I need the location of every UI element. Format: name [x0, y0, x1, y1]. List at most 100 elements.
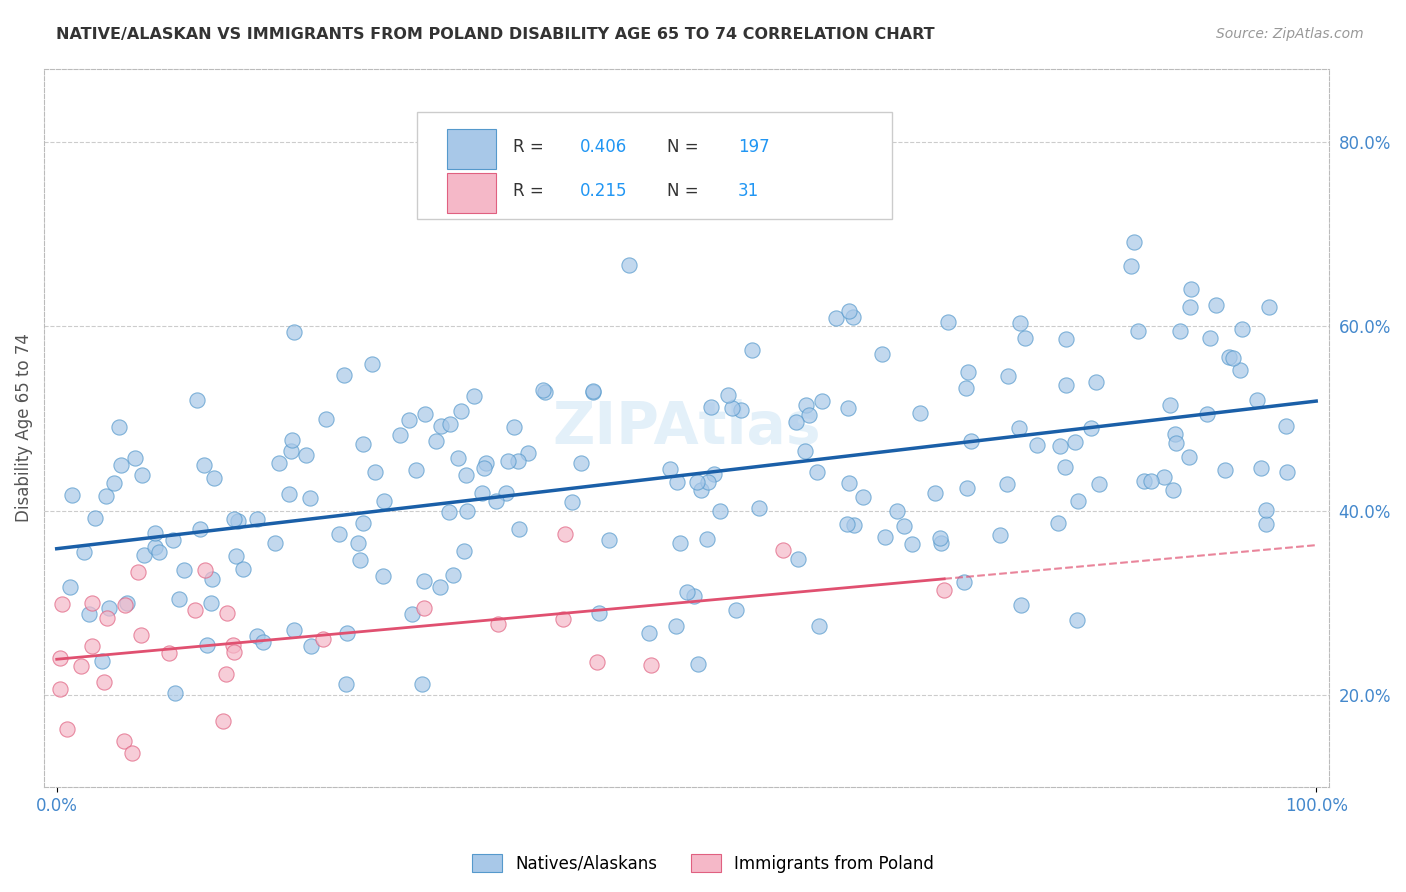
Point	[283, 623, 305, 637]
Point	[700, 400, 723, 414]
Point	[83, 511, 105, 525]
Point	[217, 606, 239, 620]
Point	[193, 458, 215, 473]
Point	[201, 572, 224, 586]
Point	[665, 619, 688, 633]
Point	[685, 475, 707, 489]
Point	[960, 434, 983, 448]
Point	[1213, 463, 1236, 477]
Legend: Natives/Alaskans, Immigrants from Poland: Natives/Alaskans, Immigrants from Poland	[465, 847, 941, 880]
Point	[1178, 300, 1201, 314]
Point	[486, 617, 509, 632]
Point	[222, 511, 245, 525]
Point	[1195, 407, 1218, 421]
Point	[263, 536, 285, 550]
Point	[1053, 460, 1076, 475]
Point	[1054, 377, 1077, 392]
Point	[1232, 322, 1254, 336]
Point	[115, 596, 138, 610]
Point	[1063, 435, 1085, 450]
FancyBboxPatch shape	[447, 173, 496, 212]
Point	[145, 540, 167, 554]
Point	[475, 456, 498, 470]
Point	[349, 552, 371, 566]
Point	[186, 393, 208, 408]
Point	[226, 514, 249, 528]
Point	[1014, 331, 1036, 345]
Point	[55, 723, 77, 737]
Point	[886, 504, 908, 518]
Point	[936, 315, 959, 329]
Point	[1122, 235, 1144, 249]
Point	[49, 681, 72, 696]
Point	[1180, 282, 1202, 296]
Point	[388, 428, 411, 442]
Point	[586, 655, 609, 669]
Point	[472, 461, 495, 475]
Point	[277, 487, 299, 501]
Point	[688, 657, 710, 671]
Point	[957, 365, 980, 379]
Point	[195, 639, 218, 653]
Point	[1254, 503, 1277, 517]
Point	[1067, 493, 1090, 508]
Point	[1080, 421, 1102, 435]
Point	[1222, 351, 1244, 366]
Point	[554, 527, 576, 541]
Point	[121, 746, 143, 760]
Point	[456, 467, 478, 482]
Point	[696, 533, 718, 547]
Point	[463, 389, 485, 403]
Point	[252, 635, 274, 649]
Point	[1119, 259, 1142, 273]
Text: 0.215: 0.215	[579, 182, 627, 200]
Point	[703, 467, 725, 481]
Text: NATIVE/ALASKAN VS IMMIGRANTS FROM POLAND DISABILITY AGE 65 TO 74 CORRELATION CHA: NATIVE/ALASKAN VS IMMIGRANTS FROM POLAND…	[56, 27, 935, 42]
Y-axis label: Disability Age 65 to 74: Disability Age 65 to 74	[15, 334, 32, 522]
Point	[485, 494, 508, 508]
Point	[429, 581, 451, 595]
Point	[793, 444, 815, 458]
Point	[709, 504, 731, 518]
Point	[837, 517, 859, 532]
Point	[371, 569, 394, 583]
Point	[934, 583, 956, 598]
Point	[496, 454, 519, 468]
Point	[531, 383, 554, 397]
Point	[955, 381, 977, 395]
Point	[328, 527, 350, 541]
Point	[200, 596, 222, 610]
Point	[1047, 516, 1070, 530]
Point	[188, 522, 211, 536]
Point	[1257, 300, 1279, 314]
Point	[1178, 450, 1201, 465]
Point	[437, 505, 460, 519]
Point	[453, 544, 475, 558]
FancyBboxPatch shape	[416, 112, 891, 219]
Point	[80, 596, 103, 610]
Point	[283, 325, 305, 339]
Point	[1161, 483, 1184, 497]
Point	[298, 491, 321, 505]
Point	[1084, 375, 1107, 389]
FancyBboxPatch shape	[447, 129, 496, 169]
Point	[411, 677, 433, 691]
Point	[143, 526, 166, 541]
Point	[1054, 332, 1077, 346]
Point	[129, 628, 152, 642]
Point	[508, 522, 530, 536]
Point	[806, 465, 828, 479]
Point	[669, 535, 692, 549]
Point	[825, 311, 848, 326]
Point	[717, 388, 740, 402]
Point	[666, 475, 689, 490]
Point	[69, 659, 91, 673]
Point	[439, 417, 461, 432]
Point	[103, 476, 125, 491]
Point	[908, 406, 931, 420]
Point	[748, 501, 770, 516]
Point	[1218, 350, 1240, 364]
Point	[1274, 419, 1296, 434]
Text: ZIPAtlas: ZIPAtlas	[553, 400, 821, 456]
Point	[456, 504, 478, 518]
